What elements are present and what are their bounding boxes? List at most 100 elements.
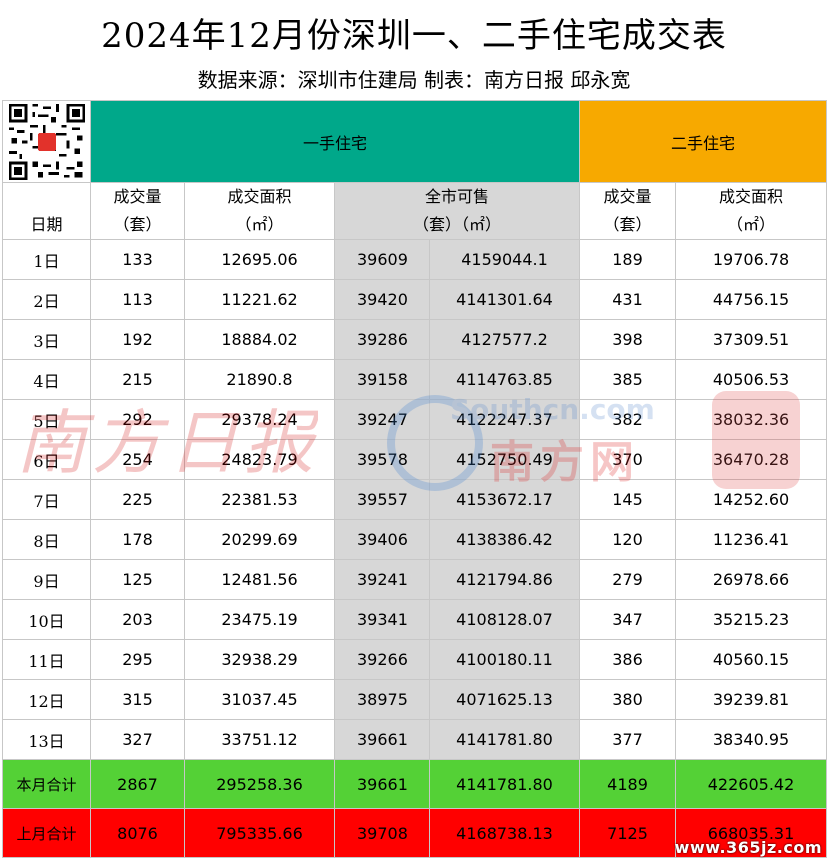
cell-new-count: 225 <box>90 479 185 520</box>
cell-supply-area: 4114763.85 <box>428 359 581 400</box>
last-month-total-new-count: 8076 <box>90 808 185 858</box>
cell-old-area: 37309.51 <box>675 319 828 360</box>
cell-new-area: 20299.69 <box>184 519 335 560</box>
table-row: 10日 203 23475.19 39341 4108128.07 347 35215.23 <box>2 599 828 640</box>
cell-supply-area: 4141781.80 <box>428 719 581 760</box>
cell-new-count: 203 <box>90 599 185 640</box>
last-month-total-old-count: 7125 <box>579 808 677 858</box>
last-month-total-old-area: 668035.31 <box>675 808 828 858</box>
cell-date: 7日 <box>2 479 91 520</box>
cell-supply-area: 4159044.1 <box>428 239 581 280</box>
new-area-header-label: 成交面积 <box>227 187 292 206</box>
old-count-header-label: 成交量 <box>603 187 652 206</box>
cell-new-area: 32938.29 <box>184 639 335 680</box>
cell-old-count: 145 <box>579 479 677 520</box>
month-total-new-count: 2867 <box>90 759 185 809</box>
cell-new-area: 31037.45 <box>184 679 335 720</box>
cell-supply-sets: 39158 <box>334 359 430 400</box>
supply-header: 全市可售 （套）（㎡） <box>333 182 581 240</box>
cell-old-area: 36470.28 <box>675 439 828 480</box>
cell-supply-area: 4100180.11 <box>428 639 581 680</box>
cell-supply-area: 4153672.17 <box>428 479 581 520</box>
cell-date: 8日 <box>2 519 91 560</box>
supply-header-units: （套）（㎡） <box>336 211 579 239</box>
cell-old-area: 26978.66 <box>675 559 828 600</box>
table-row: 3日 192 18884.02 39286 4127577.2 398 37309.51 <box>2 319 828 360</box>
table-row: 6日 254 24823.79 39578 4152750.49 370 36470.28 <box>2 439 828 480</box>
cell-supply-sets: 39286 <box>334 319 430 360</box>
date-header: 日期 <box>2 182 91 240</box>
cell-old-count: 385 <box>579 359 677 400</box>
cell-supply-sets: 39241 <box>334 559 430 600</box>
table-row: 12日 315 31037.45 38975 4071625.13 380 39239.81 <box>2 679 828 720</box>
cell-old-area: 38032.36 <box>675 399 828 440</box>
cell-supply-sets: 39406 <box>334 519 430 560</box>
last-month-total-supply-sets: 39708 <box>334 808 430 858</box>
cell-old-area: 39239.81 <box>675 679 828 720</box>
cell-new-area: 22381.53 <box>184 479 335 520</box>
supply-unit-sets: （套） <box>412 215 461 234</box>
cell-new-area: 21890.8 <box>184 359 335 400</box>
cell-new-count: 178 <box>90 519 185 560</box>
cell-new-count: 215 <box>90 359 185 400</box>
month-total-old-count: 4189 <box>579 759 677 809</box>
old-area-header: 成交面积 （㎡） <box>675 182 828 240</box>
table-row: 9日 125 12481.56 39241 4121794.86 279 26978.66 <box>2 559 828 600</box>
cell-old-count: 382 <box>579 399 677 440</box>
cell-new-area: 33751.12 <box>184 719 335 760</box>
daily-rows: 1日 133 12695.06 39609 4159044.1 189 19706.78 2日… <box>2 239 828 760</box>
cell-old-count: 279 <box>579 559 677 600</box>
cell-supply-area: 4121794.86 <box>428 559 581 600</box>
cell-old-area: 14252.60 <box>675 479 828 520</box>
cell-new-area: 24823.79 <box>184 439 335 480</box>
cell-old-area: 35215.23 <box>675 599 828 640</box>
cell-supply-sets: 39247 <box>334 399 430 440</box>
supply-header-label: 全市可售 <box>425 187 490 206</box>
cell-date: 5日 <box>2 399 91 440</box>
cell-old-area: 44756.15 <box>675 279 828 320</box>
cell-new-count: 327 <box>90 719 185 760</box>
last-month-total-supply-area: 4168738.13 <box>428 808 581 858</box>
cell-new-area: 18884.02 <box>184 319 335 360</box>
cell-date: 13日 <box>2 719 91 760</box>
old-area-header-unit: （㎡） <box>727 215 776 234</box>
table-row: 8日 178 20299.69 39406 4138386.42 120 11236.41 <box>2 519 828 560</box>
cell-new-count: 133 <box>90 239 185 280</box>
cell-new-count: 295 <box>90 639 185 680</box>
cell-new-area: 23475.19 <box>184 599 335 640</box>
month-total-new-area: 295258.36 <box>184 759 335 809</box>
last-month-total-label: 上月合计 <box>2 808 91 858</box>
cell-supply-area: 4141301.64 <box>428 279 581 320</box>
cell-old-count: 189 <box>579 239 677 280</box>
cell-new-area: 29378.24 <box>184 399 335 440</box>
cell-old-count: 347 <box>579 599 677 640</box>
table-row: 13日 327 33751.12 39661 4141781.80 377 38340.95 <box>2 719 828 760</box>
cell-date: 10日 <box>2 599 91 640</box>
old-area-header-label: 成交面积 <box>719 187 784 206</box>
supply-unit-area: （㎡） <box>461 215 502 234</box>
cell-date: 6日 <box>2 439 91 480</box>
new-count-header-label: 成交量 <box>113 187 162 206</box>
cell-date: 4日 <box>2 359 91 400</box>
new-home-section-header: 一手住宅 <box>89 100 581 183</box>
cell-supply-sets: 39266 <box>334 639 430 680</box>
cell-new-area: 12695.06 <box>184 239 335 280</box>
cell-old-count: 398 <box>579 319 677 360</box>
cell-supply-area: 4127577.2 <box>428 319 581 360</box>
cell-new-area: 11221.62 <box>184 279 335 320</box>
qr-code-icon <box>8 103 85 180</box>
last-month-total-row: 上月合计 8076 795335.66 39708 4168738.13 712… <box>2 808 828 858</box>
table-row: 1日 133 12695.06 39609 4159044.1 189 19706.78 <box>2 239 828 280</box>
cell-old-count: 380 <box>579 679 677 720</box>
cell-old-area: 40560.15 <box>675 639 828 680</box>
cell-new-count: 192 <box>90 319 185 360</box>
cell-new-count: 125 <box>90 559 185 600</box>
cell-supply-area: 4138386.42 <box>428 519 581 560</box>
cell-new-count: 292 <box>90 399 185 440</box>
cell-new-count: 113 <box>90 279 185 320</box>
cell-supply-sets: 39341 <box>334 599 430 640</box>
cell-old-area: 38340.95 <box>675 719 828 760</box>
new-count-header-unit: （套） <box>113 215 162 234</box>
cell-date: 3日 <box>2 319 91 360</box>
cell-supply-area: 4071625.13 <box>428 679 581 720</box>
